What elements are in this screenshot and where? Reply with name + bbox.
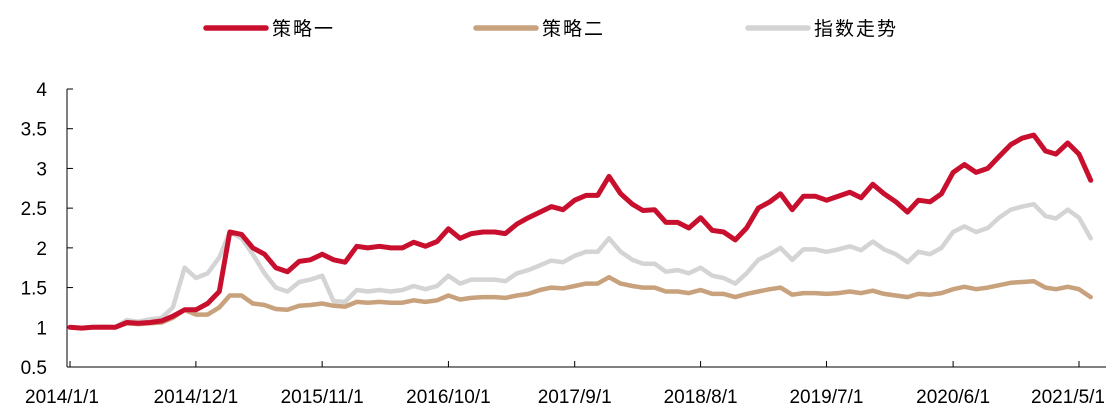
y-tick-label: 2.5	[21, 199, 47, 220]
y-tick-label: 4	[36, 80, 47, 101]
y-tick-label: 0.5	[21, 358, 47, 379]
y-tick-label: 1.5	[21, 279, 47, 300]
x-tick-label: 2016/10/1	[406, 387, 491, 408]
axes: 0.5 1 1.5 2 2.5 3 3.5 4 2014/1/1 2014/12/1 2015/11…	[21, 80, 1106, 408]
series-line-3	[67, 201, 1093, 331]
y-tick-label: 1	[36, 318, 47, 339]
y-tick-label: 2	[36, 239, 47, 260]
series-line-2	[67, 274, 1093, 331]
series-line-1	[67, 132, 1094, 331]
x-tick-label: 2014/1/1	[25, 387, 99, 408]
legend-label-2: 策略二	[542, 18, 605, 40]
y-tick-label: 3	[36, 159, 47, 180]
x-tick-label: 2020/6/1	[916, 387, 990, 408]
x-tick-label: 2017/9/1	[538, 387, 612, 408]
x-tick-label: 2014/12/1	[154, 387, 239, 408]
legend-label-1: 策略一	[272, 18, 335, 40]
x-tick-label: 2018/8/1	[664, 387, 738, 408]
x-tick-label: 2015/11/1	[281, 387, 364, 408]
legend-label-3: 指数走势	[814, 18, 898, 40]
legend: 策略一 策略二 指数走势	[203, 18, 898, 40]
y-tick-label: 3.5	[21, 120, 47, 141]
plot-area	[67, 132, 1094, 331]
x-tick-label: 2019/7/1	[789, 387, 863, 408]
x-tick-label: 2021/5/1	[1031, 387, 1105, 408]
